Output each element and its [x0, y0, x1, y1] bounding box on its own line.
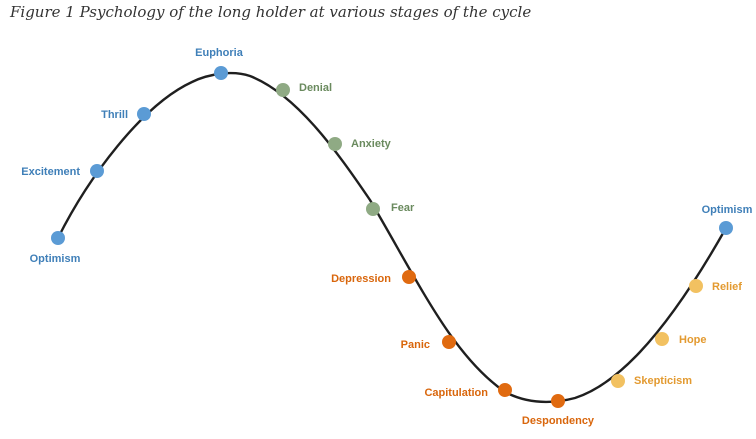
stage-label-hope: Hope	[679, 334, 707, 346]
stage-label-despondency: Despondency	[522, 415, 595, 427]
stage-marker-euphoria	[214, 66, 228, 80]
stage-marker-skepticism	[611, 374, 625, 388]
stage-label-panic: Panic	[401, 339, 430, 351]
stage-label-euphoria: Euphoria	[195, 47, 244, 59]
stage-label-capitulation: Capitulation	[424, 387, 488, 399]
stage-label-fear: Fear	[391, 202, 415, 214]
stage-label-excitement: Excitement	[21, 166, 80, 178]
stage-label-skepticism: Skepticism	[634, 375, 692, 387]
stage-label-denial: Denial	[299, 82, 332, 94]
stage-marker-despondency	[551, 394, 565, 408]
stage-marker-capitulation	[498, 383, 512, 397]
stage-marker-panic	[442, 335, 456, 349]
figure-title: Figure 1 Psychology of the long holder a…	[10, 3, 532, 21]
stage-label-relief: Relief	[712, 281, 742, 293]
stage-marker-excitement	[90, 164, 104, 178]
stage-marker-relief	[689, 279, 703, 293]
stage-marker-anxiety	[328, 137, 342, 151]
stage-label-optimism: Optimism	[702, 204, 753, 216]
stage-label-thrill: Thrill	[101, 109, 128, 121]
stage-marker-fear	[366, 202, 380, 216]
stage-label-anxiety: Anxiety	[351, 138, 392, 150]
stage-marker-depression	[402, 270, 416, 284]
stage-marker-optimism	[51, 231, 65, 245]
stage-marker-thrill	[137, 107, 151, 121]
cycle-curve	[56, 71, 728, 404]
stage-label-optimism: Optimism	[30, 253, 81, 265]
stage-marker-hope	[655, 332, 669, 346]
stage-label-depression: Depression	[331, 273, 391, 285]
stage-marker-denial	[276, 83, 290, 97]
stage-markers: Optimism Excitement Thrill Euphoria Denial An…	[21, 47, 752, 427]
stage-marker-optimism	[719, 221, 733, 235]
